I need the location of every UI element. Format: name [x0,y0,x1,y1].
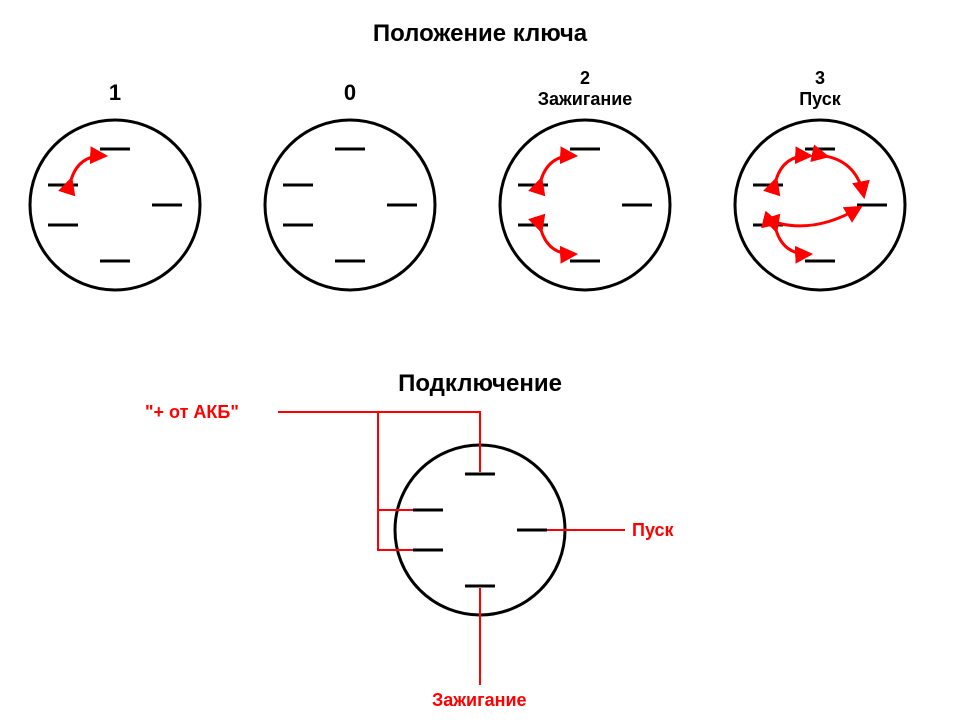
pos-label-1: 0 [330,80,370,106]
pos-label-2: 2Зажигание [525,68,645,110]
title-top: Положение ключа [373,20,587,48]
pos-label-0: 1 [95,80,135,106]
title-bottom: Подключение [398,370,562,398]
label-zazh: Зажигание [432,690,527,711]
label-pusk: Пуск [632,520,674,541]
label-akb: "+ от АКБ" [145,402,239,423]
pos-label-3: 3Пуск [780,68,860,110]
